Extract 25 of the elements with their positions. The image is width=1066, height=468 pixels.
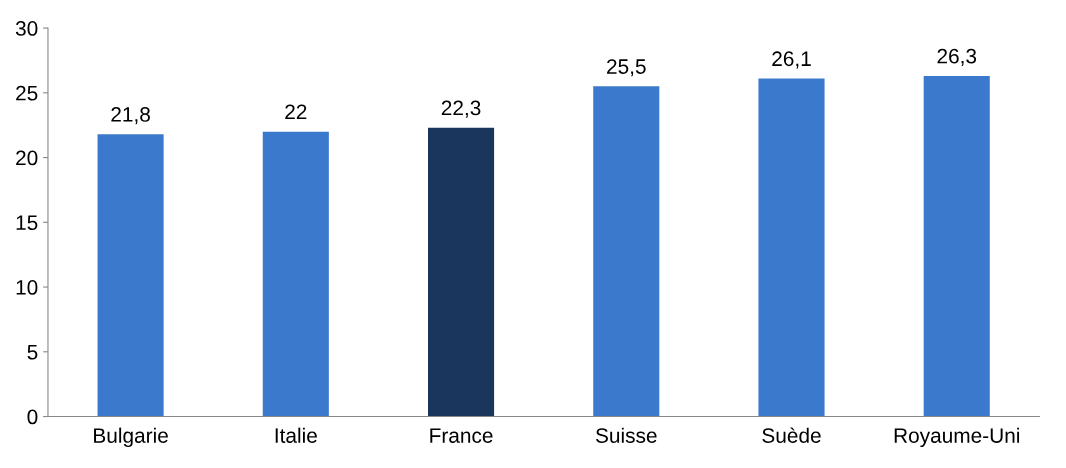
y-tick-label: 20 [16, 150, 38, 166]
y-tick-label: 25 [16, 85, 38, 101]
x-tick-label: Italie [275, 427, 317, 443]
y-tick-label: 10 [16, 280, 38, 295]
x-tick-label: Royaume-Uni [894, 427, 1020, 448]
data-label: 22 [285, 104, 307, 120]
bar [97, 134, 164, 417]
x-tick-label: France [430, 428, 493, 443]
bar [428, 127, 495, 417]
y-tick-label: 15 [16, 215, 38, 231]
y-tick-label: 30 [15, 21, 38, 36]
y-tick-label: 0 [27, 409, 38, 425]
bar [262, 131, 329, 417]
x-tick-label: Suisse [595, 427, 657, 443]
bar [758, 78, 825, 417]
x-tick-label: Bulgarie [94, 427, 168, 448]
y-tick-label: 5 [27, 345, 38, 360]
bar [923, 75, 990, 417]
bar [593, 86, 660, 417]
data-label: 21,8 [111, 107, 150, 125]
x-tick-label: Suède [762, 427, 821, 443]
data-label: 22,3 [441, 100, 481, 118]
data-label: 26,3 [937, 48, 977, 66]
data-label: 26,1 [772, 51, 811, 69]
data-label: 25,5 [607, 59, 646, 77]
